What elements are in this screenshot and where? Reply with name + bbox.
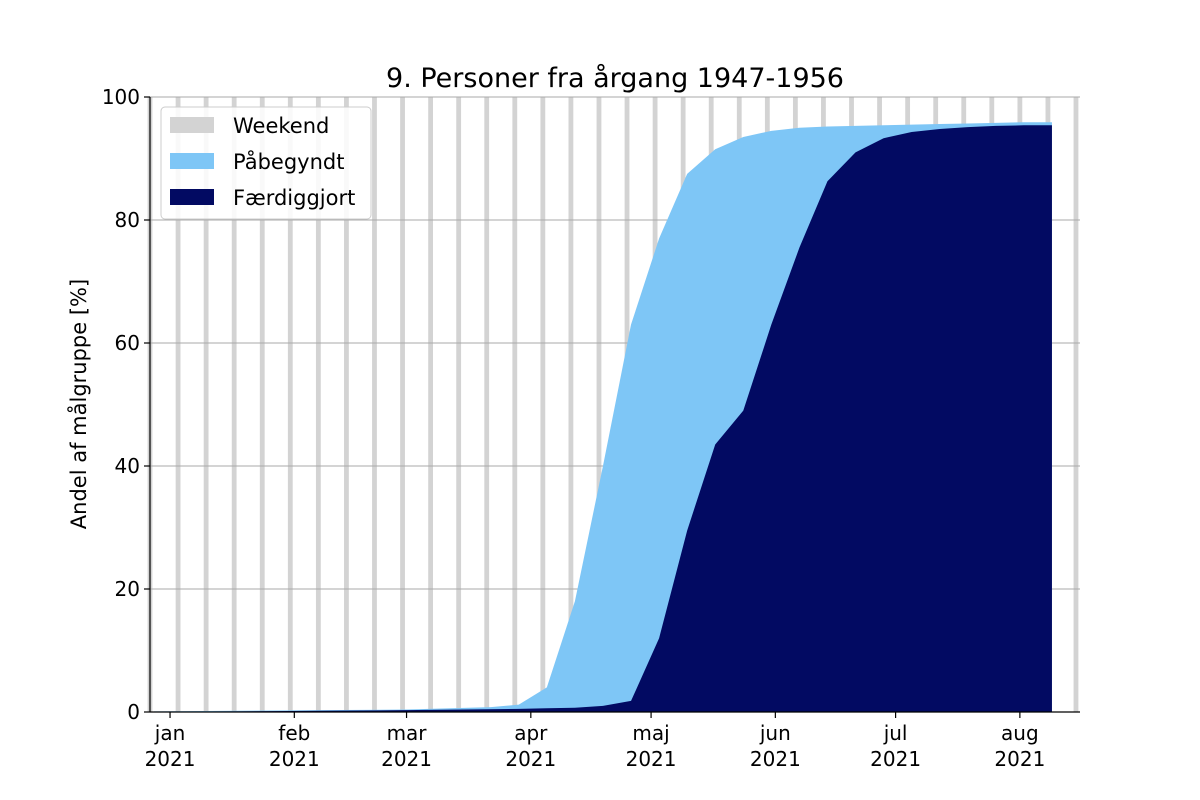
- y-tick-label: 40: [115, 454, 140, 478]
- x-tick-year: 2021: [626, 747, 677, 771]
- x-tick-month: jul: [883, 721, 908, 745]
- x-tick-year: 2021: [870, 747, 921, 771]
- x-tick-year: 2021: [269, 747, 320, 771]
- x-tick-year: 2021: [994, 747, 1045, 771]
- x-tick-year: 2021: [505, 747, 556, 771]
- weekend-bar: [344, 97, 349, 712]
- weekend-bar: [287, 97, 293, 712]
- weekend-bar: [203, 97, 209, 712]
- x-tick-month: jan: [154, 721, 186, 745]
- weekend-bar: [259, 97, 265, 712]
- axes: [149, 97, 1080, 713]
- y-tick-label: 100: [102, 85, 140, 109]
- weekend-bar: [400, 97, 405, 712]
- y-ticks: 0 20 40 60 80 100: [102, 85, 150, 724]
- legend-swatch-f-rdiggjort: [170, 189, 214, 205]
- x-tick-year: 2021: [750, 747, 801, 771]
- x-tick-month: apr: [514, 721, 548, 745]
- y-axis-label: Andel af målgruppe [%]: [66, 279, 91, 529]
- x-tick-month: aug: [1001, 721, 1039, 745]
- legend: Weekend Påbegyndt Færdiggjort: [160, 106, 372, 220]
- weekend-bar: [315, 97, 321, 712]
- y-tick-label: 80: [115, 208, 140, 232]
- weekend-bar: [456, 97, 462, 712]
- area-series: [154, 122, 1052, 713]
- legend-label-p-begyndt: Påbegyndt: [233, 149, 344, 174]
- y-tick-label: 0: [127, 700, 140, 724]
- weekend-bar: [540, 97, 546, 712]
- x-tick-month: maj: [632, 721, 669, 745]
- weekend-bar: [1073, 97, 1079, 712]
- legend-swatch-p-begyndt: [170, 153, 214, 169]
- weekend-bar: [372, 97, 377, 712]
- x-tick-month: jun: [759, 721, 791, 745]
- chart-title: 9. Personer fra årgang 1947-1956: [386, 63, 844, 94]
- x-tick-year: 2021: [145, 747, 196, 771]
- area-f-rdiggjort: [154, 125, 1052, 713]
- legend-label-weekend: Weekend: [233, 114, 329, 138]
- x-ticks: jan2021feb2021mar2021apr2021maj2021jun20…: [145, 712, 1045, 771]
- x-tick-month: feb: [278, 721, 310, 745]
- weekend-bar: [428, 97, 434, 712]
- y-tick-label: 60: [115, 331, 140, 355]
- weekend-bar: [568, 97, 574, 712]
- weekend-bar: [596, 97, 602, 712]
- weekend-bar: [231, 97, 237, 712]
- weekend-bar: [484, 97, 490, 712]
- weekend-bar: [175, 97, 181, 712]
- legend-label-f-rdiggjort: Færdiggjort: [233, 186, 355, 210]
- weekend-bar: [512, 97, 518, 712]
- x-tick-year: 2021: [381, 747, 432, 771]
- x-tick-month: mar: [387, 721, 428, 745]
- y-tick-label: 20: [115, 577, 140, 601]
- legend-swatch-weekend: [170, 117, 214, 133]
